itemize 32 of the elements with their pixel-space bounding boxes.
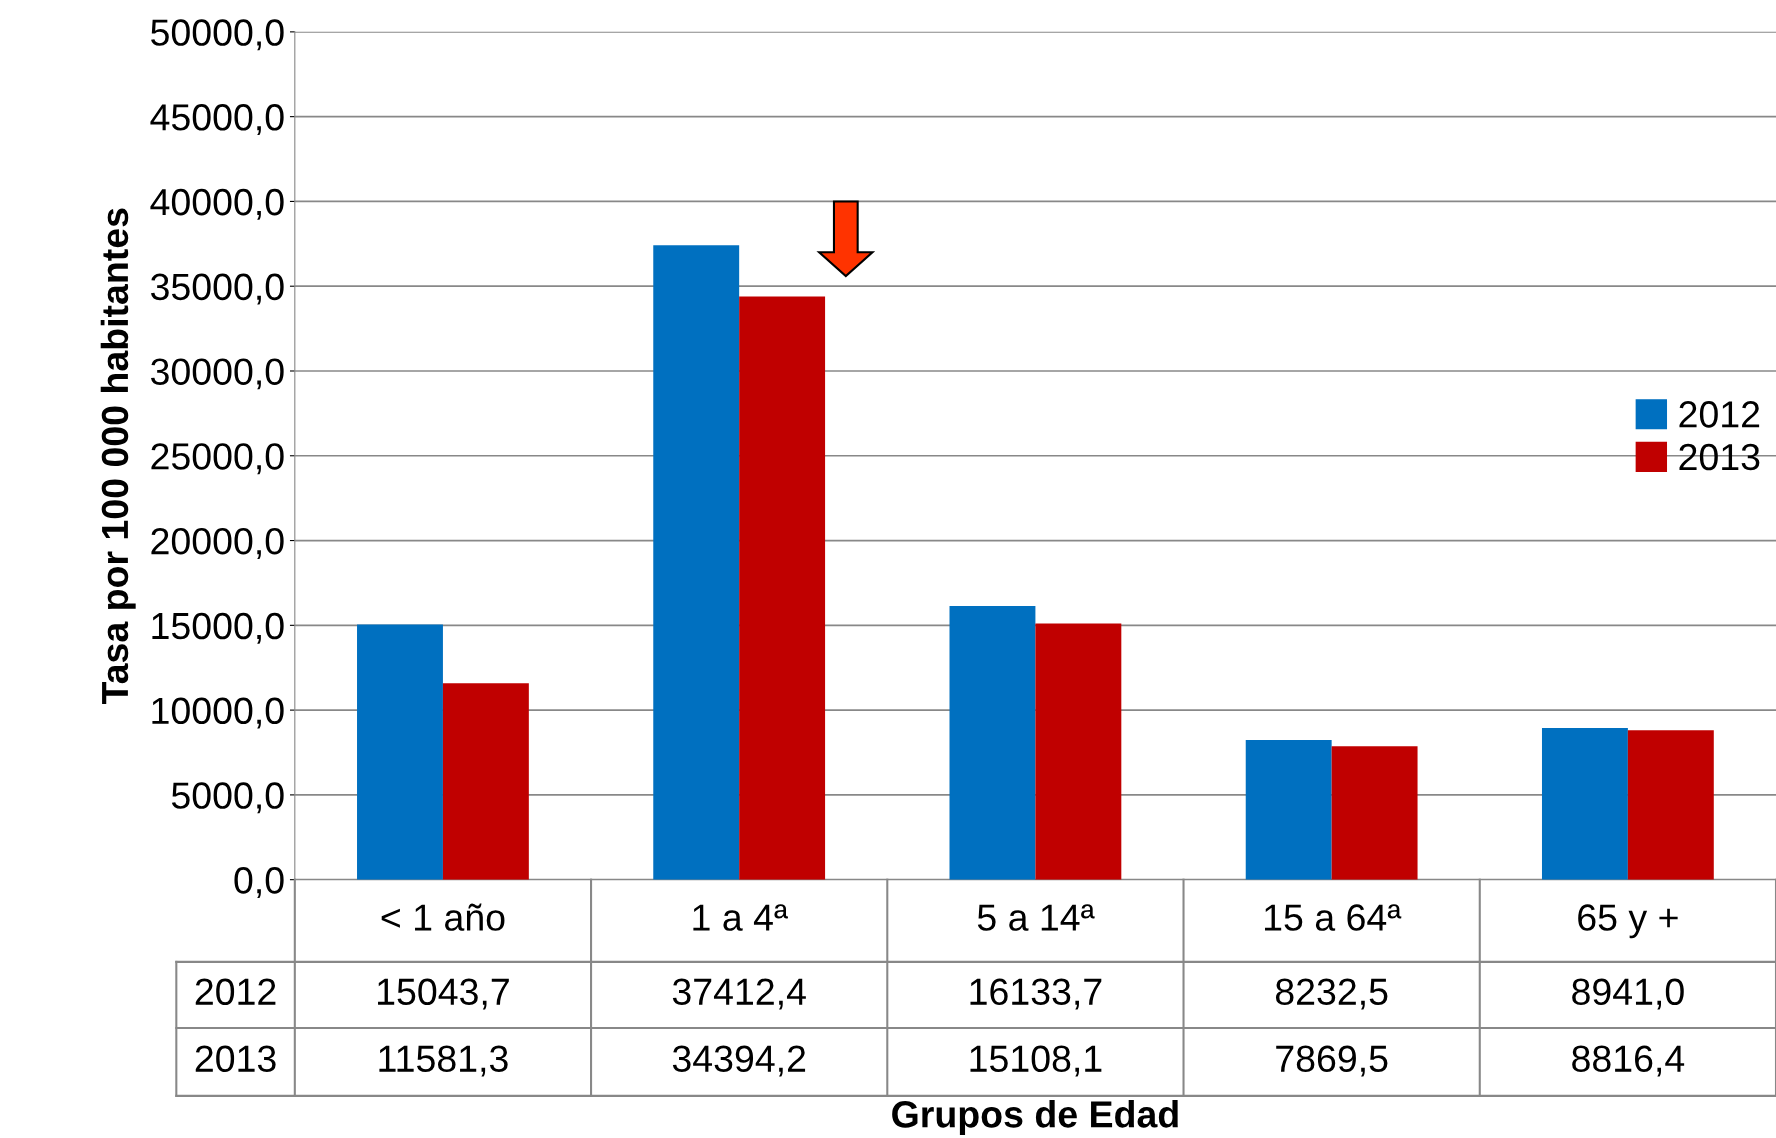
text: 2012 — [195, 978, 276, 1006]
legend-label: 2013 — [1679, 443, 1760, 471]
data-label: 8816,4 — [1572, 1045, 1685, 1077]
y-tick-label: 0,0 — [234, 867, 284, 899]
y-tick-label: 5000,0 — [171, 782, 284, 814]
y-tick-label: 45000,0 — [150, 104, 284, 136]
y-tick-label: 40000,0 — [150, 188, 284, 220]
data-label: 15043,7 — [378, 978, 509, 1010]
x-tick-label: 1 a 4ª — [693, 904, 788, 931]
y-tick-label: 35000,0 — [150, 273, 284, 305]
y-tick-label: 10000,0 — [152, 697, 284, 729]
x-tick-label: 5 a 14ª — [977, 904, 1095, 931]
y-tick-label: 15000,0 — [152, 612, 284, 644]
y-tick-label: 50000,0 — [151, 19, 284, 51]
x-tick-label: 65 y + — [1578, 904, 1678, 939]
y-tick-label: 25000,0 — [151, 443, 284, 475]
data-label: 16133,7 — [970, 978, 1102, 1010]
legend-label: 2012 — [1679, 401, 1760, 428]
y-tick-label: 30000,0 — [150, 358, 284, 390]
data-label: 8232,5 — [1275, 978, 1388, 1010]
data-label: 34394,2 — [672, 1045, 806, 1077]
data-label: 11581,3 — [379, 1045, 508, 1077]
x-tick-label: < 1 año — [381, 903, 505, 931]
data-label: 37412,4 — [672, 978, 806, 1010]
data-label: 7869,5 — [1276, 1045, 1388, 1077]
data-label: 15108,1 — [970, 1045, 1102, 1077]
y-tick-label: 20000,0 — [151, 527, 284, 559]
y-axis-title: Tasa por 100 000 habitantes — [100, 208, 136, 705]
x-tick-label: 15 a 64ª — [1265, 904, 1402, 931]
text: 2013 — [195, 1045, 276, 1073]
x-axis-title: Grupos de Edad — [892, 1100, 1178, 1136]
data-label: 8941,0 — [1572, 978, 1684, 1010]
